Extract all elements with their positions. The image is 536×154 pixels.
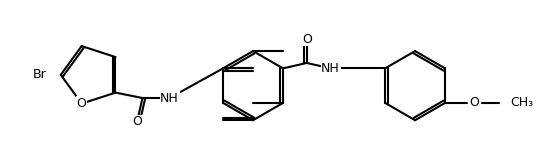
Text: NH: NH: [321, 62, 340, 75]
Text: CH₃: CH₃: [510, 96, 533, 109]
Text: O: O: [469, 96, 479, 109]
Text: Br: Br: [33, 68, 47, 81]
Text: O: O: [302, 33, 312, 46]
Text: O: O: [77, 97, 87, 110]
Text: O: O: [132, 115, 142, 128]
Text: NH: NH: [160, 91, 179, 105]
